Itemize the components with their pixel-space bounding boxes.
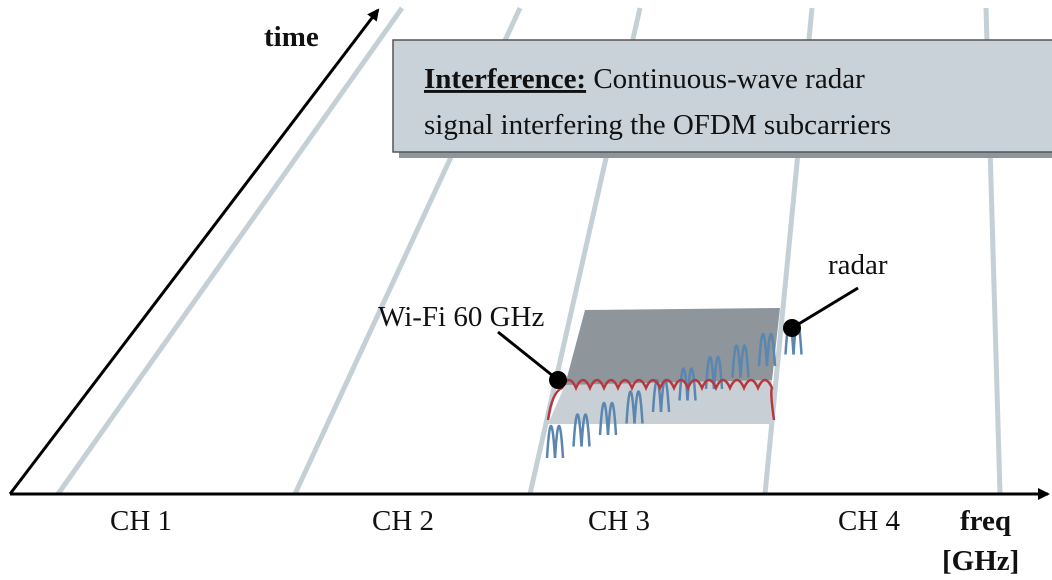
spike xyxy=(598,401,610,436)
channel-label: CH 3 xyxy=(588,505,650,537)
channel-label: CH 2 xyxy=(372,505,434,537)
wifi-pointer xyxy=(497,330,559,382)
spike xyxy=(625,390,636,424)
spike xyxy=(739,344,750,378)
spike xyxy=(651,378,663,413)
wifi-label: Wi-Fi 60 GHz xyxy=(378,301,544,333)
box-line2: signal interfering the OFDM subcarriers xyxy=(424,109,891,141)
freq-label: freq xyxy=(960,505,1011,537)
spike xyxy=(757,332,769,367)
spike xyxy=(704,355,716,390)
spike xyxy=(606,401,618,436)
spike xyxy=(633,390,644,424)
spike xyxy=(553,424,565,459)
wifi-dot xyxy=(549,371,567,389)
channel-label: CH 4 xyxy=(838,505,901,537)
spike xyxy=(731,344,742,378)
spike xyxy=(545,424,557,459)
box-line1: Continuous-wave radar xyxy=(593,63,865,95)
box-text: Interference: Continuous-wave radar xyxy=(424,63,865,95)
signal-dark xyxy=(565,308,780,385)
spike xyxy=(712,355,724,390)
box-title: Interference: xyxy=(424,63,586,95)
wifi-spectrum xyxy=(546,378,776,421)
spike xyxy=(765,332,777,367)
info-box xyxy=(392,39,1052,153)
radar-pointer xyxy=(791,286,859,330)
spike xyxy=(580,413,591,447)
channel-label: CH 1 xyxy=(110,505,172,537)
spike xyxy=(572,413,583,447)
radar-dot xyxy=(783,319,801,337)
time-axis xyxy=(8,8,380,495)
freq-unit: [GHz] xyxy=(942,545,1019,577)
time-label: time xyxy=(264,21,319,53)
radar-label: radar xyxy=(828,249,888,281)
